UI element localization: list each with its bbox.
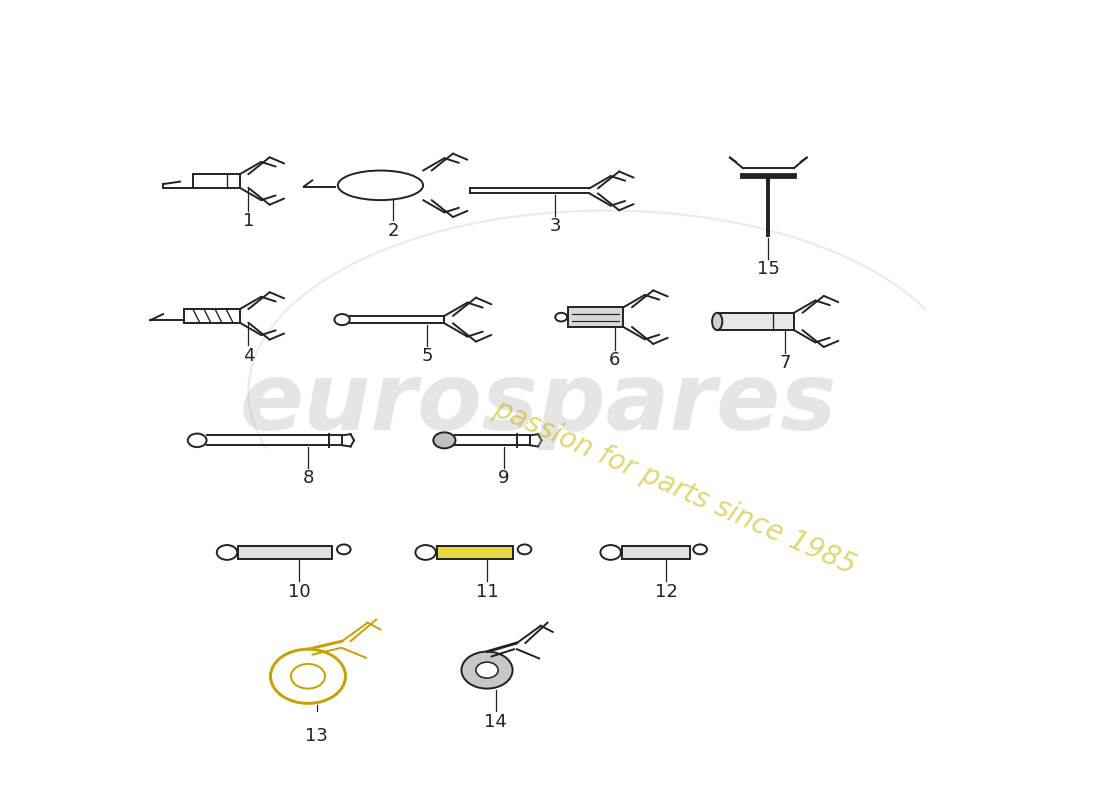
Bar <box>568 307 624 327</box>
Circle shape <box>476 662 498 678</box>
Text: 9: 9 <box>498 470 509 487</box>
Text: 8: 8 <box>302 470 313 487</box>
Text: eurospares: eurospares <box>240 358 837 450</box>
Circle shape <box>433 432 455 448</box>
Bar <box>192 174 240 188</box>
Text: 15: 15 <box>757 261 780 278</box>
Bar <box>717 313 794 330</box>
Text: 14: 14 <box>484 714 507 731</box>
Text: 4: 4 <box>243 346 254 365</box>
Text: 1: 1 <box>243 212 254 230</box>
Bar <box>437 546 514 558</box>
Bar <box>238 546 332 558</box>
Circle shape <box>462 652 513 689</box>
Ellipse shape <box>712 313 723 330</box>
Text: 12: 12 <box>654 582 678 601</box>
Text: 5: 5 <box>421 347 433 366</box>
Text: 13: 13 <box>305 727 328 746</box>
Text: 7: 7 <box>780 354 791 372</box>
Text: 10: 10 <box>288 582 311 601</box>
Text: 3: 3 <box>550 218 561 235</box>
Text: passion for parts since 1985: passion for parts since 1985 <box>490 394 860 580</box>
Text: 6: 6 <box>609 351 620 369</box>
Bar <box>621 546 690 558</box>
Text: 11: 11 <box>475 582 498 601</box>
Bar <box>185 309 240 322</box>
Text: 2: 2 <box>387 222 399 240</box>
